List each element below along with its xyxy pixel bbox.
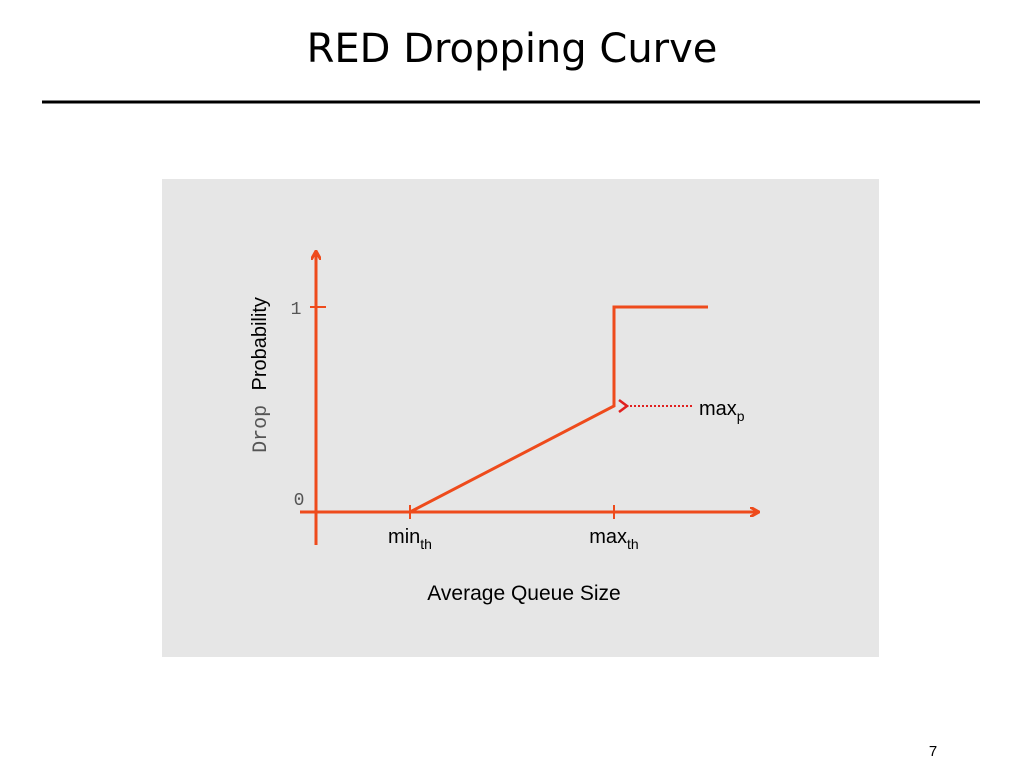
y-tick-label: 0 (294, 491, 305, 511)
x-tick-text: min (388, 526, 420, 548)
drop-curve (409, 305, 708, 514)
x-tick-label: minth (388, 526, 432, 552)
x-tick-sub: th (627, 536, 639, 552)
y-axis-label-first: Drop (250, 405, 273, 453)
diagram-panel (162, 179, 879, 657)
x-tick-text: max (589, 526, 627, 548)
title: RED Dropping Curve (307, 26, 718, 72)
y-tick-label: 1 (291, 300, 302, 320)
x-axis-label: Average Queue Size (427, 582, 620, 605)
annotation-text: max (699, 398, 737, 420)
page-number: 7 (929, 743, 937, 760)
x-tick-label: maxth (589, 526, 638, 552)
annotation-sub: p (737, 408, 745, 424)
annotation: maxp (699, 398, 745, 424)
y-axis-label-second: Probability (249, 297, 271, 390)
x-tick-sub: th (420, 536, 432, 552)
y-axis-label: Drop Probability (247, 297, 273, 453)
